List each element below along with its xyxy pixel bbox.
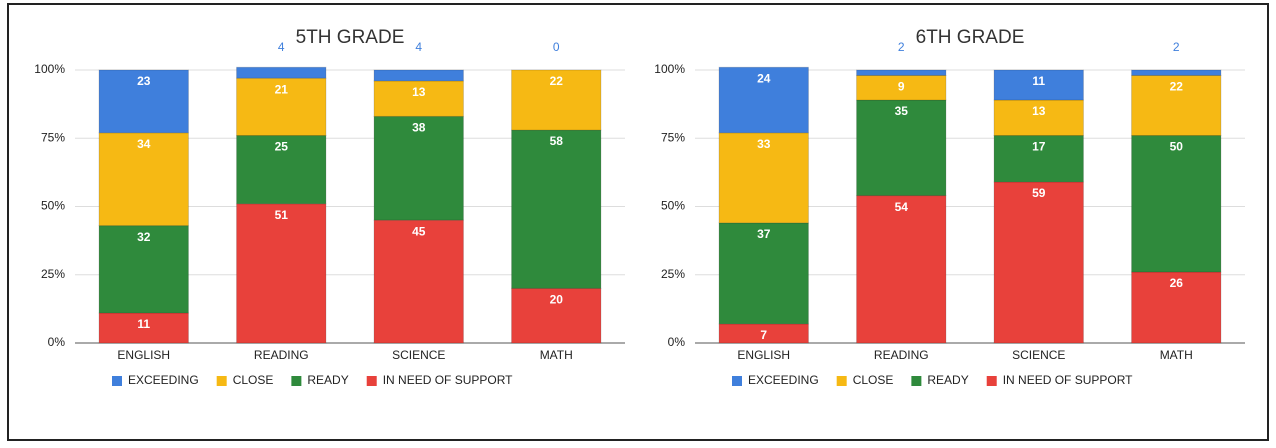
bar-segment (236, 66, 327, 79)
value-label: 23 (137, 74, 151, 88)
x-tick-label: READING (254, 348, 309, 362)
y-tick-label: 25% (41, 267, 65, 281)
legend-swatch (732, 376, 742, 386)
value-label: 54 (895, 200, 909, 214)
value-label: 24 (757, 71, 771, 85)
value-label: 22 (550, 74, 564, 88)
value-label: 45 (412, 224, 426, 238)
bar-segment (1131, 135, 1222, 273)
y-tick-label: 50% (661, 199, 685, 213)
value-label: 58 (550, 134, 564, 148)
value-label: 4 (415, 40, 422, 54)
bar-segment (373, 69, 464, 82)
bar-segment (373, 80, 464, 117)
value-label: 2 (898, 40, 905, 54)
bar-segment (1131, 69, 1222, 76)
x-tick-label: ENGLISH (117, 348, 170, 362)
legend-swatch (366, 376, 377, 386)
bar-segment (993, 69, 1084, 101)
value-label: 11 (1032, 74, 1045, 88)
legend-swatch (112, 376, 122, 386)
legend-swatch (291, 376, 302, 386)
y-tick-label: 75% (41, 130, 65, 144)
x-tick-label: SCIENCE (1012, 348, 1065, 362)
legend-swatch (986, 376, 997, 386)
legend-label: IN NEED OF SUPPORT (383, 373, 513, 387)
bar-segment (98, 132, 189, 227)
x-tick-label: MATH (540, 348, 573, 362)
legend-label: EXCEEDING (128, 373, 199, 387)
frame (7, 3, 1269, 441)
value-label: 9 (898, 80, 905, 94)
chart-title: 5TH GRADE (296, 27, 405, 48)
bar-segment (98, 225, 189, 314)
legend-label: EXCEEDING (748, 373, 819, 387)
bar-segment (856, 195, 947, 344)
x-tick-label: READING (874, 348, 929, 362)
value-label: 13 (412, 85, 426, 99)
legend-label: CLOSE (853, 373, 894, 387)
bar-segment (718, 66, 809, 134)
value-label: 2 (1173, 40, 1180, 54)
chart-title: 6TH GRADE (916, 27, 1025, 48)
bar-segment (511, 129, 602, 289)
y-tick-label: 0% (48, 335, 66, 349)
legend-label: READY (307, 373, 348, 387)
bar-segment (511, 69, 602, 131)
legend-swatch (911, 376, 922, 386)
bar-segment (718, 222, 809, 325)
bar-segment (993, 135, 1084, 183)
bar-segment (993, 181, 1084, 344)
x-tick-label: ENGLISH (737, 348, 790, 362)
value-label: 33 (757, 137, 771, 151)
value-label: 51 (275, 208, 289, 222)
value-label: 20 (550, 293, 564, 307)
legend-label: READY (927, 373, 968, 387)
value-label: 13 (1032, 104, 1046, 118)
bar-segment (98, 69, 189, 134)
value-label: 22 (1170, 80, 1184, 94)
y-tick-label: 100% (34, 62, 65, 76)
bar-segment (1131, 271, 1222, 344)
value-label: 26 (1170, 276, 1184, 290)
value-label: 38 (412, 121, 426, 135)
value-label: 50 (1170, 140, 1184, 154)
y-tick-label: 100% (654, 62, 685, 76)
bar-segment (373, 219, 464, 344)
y-tick-label: 75% (661, 130, 685, 144)
y-tick-label: 50% (41, 199, 65, 213)
value-label: 35 (895, 104, 909, 118)
bar-segment (1131, 74, 1222, 137)
bar-segment (856, 69, 947, 76)
x-tick-label: MATH (1160, 348, 1193, 362)
bar-segment (856, 74, 947, 101)
bar-segment (236, 203, 327, 344)
x-tick-label: SCIENCE (392, 348, 445, 362)
y-tick-label: 0% (668, 335, 686, 349)
value-label: 59 (1032, 186, 1046, 200)
value-label: 17 (1032, 140, 1046, 154)
legend-swatch (216, 376, 227, 386)
value-label: 4 (278, 40, 285, 54)
value-label: 7 (760, 328, 767, 342)
legend-swatch (836, 376, 847, 386)
value-label: 32 (137, 230, 151, 244)
legend-label: CLOSE (233, 373, 274, 387)
value-label: 37 (757, 227, 771, 241)
bar-segment (373, 115, 464, 221)
bar-segment (718, 132, 809, 224)
legend-label: IN NEED OF SUPPORT (1003, 373, 1133, 387)
bar-segment (236, 135, 327, 205)
y-tick-label: 25% (661, 267, 685, 281)
value-label: 0 (553, 40, 560, 54)
value-label: 21 (275, 82, 289, 96)
value-label: 11 (137, 317, 150, 331)
value-label: 34 (137, 137, 151, 151)
bar-segment (236, 77, 327, 137)
value-label: 25 (275, 140, 289, 154)
